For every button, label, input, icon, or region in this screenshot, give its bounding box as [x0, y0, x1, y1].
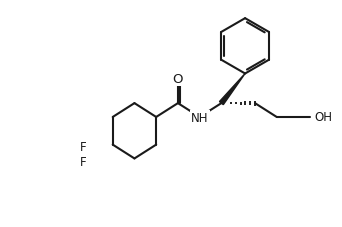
Text: F: F	[80, 155, 87, 168]
Polygon shape	[220, 74, 245, 105]
Text: OH: OH	[314, 111, 332, 124]
Text: O: O	[173, 73, 183, 86]
Text: F: F	[80, 141, 87, 153]
Text: NH: NH	[191, 112, 208, 125]
